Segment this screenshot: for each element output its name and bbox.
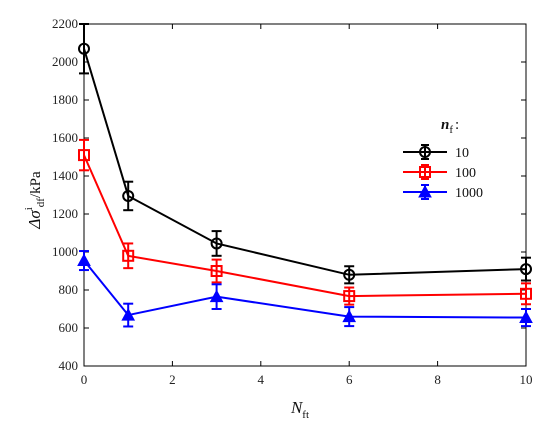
- y-tick-label: 400: [59, 358, 79, 373]
- legend-item-100: 100: [403, 164, 476, 181]
- data-point: [122, 249, 135, 262]
- y-axis-title-sub: df: [35, 198, 47, 208]
- series-1000: [77, 250, 533, 328]
- series-line-10: [83, 48, 527, 276]
- y-tick-label: 2200: [52, 16, 78, 31]
- data-point: [343, 290, 356, 303]
- y-axis-title-unit: /kPa: [28, 171, 44, 198]
- legend-title-suffix: :: [455, 117, 459, 133]
- x-axis-title-sub: ft: [302, 409, 309, 421]
- x-axis-title-main: N: [290, 398, 304, 417]
- x-tick-label: 2: [169, 372, 176, 387]
- data-point: [343, 268, 356, 281]
- legend-marker: [419, 146, 431, 158]
- data-point: [78, 42, 90, 55]
- x-axis-title: Nft: [290, 398, 309, 421]
- x-tick-label: 6: [346, 372, 353, 387]
- legend-title-main: n: [441, 117, 449, 133]
- data-point: [78, 149, 90, 162]
- legend-label: 1000: [455, 186, 483, 201]
- data-point: [342, 309, 357, 323]
- tick-labels: 0 2 4 6 8 10 400 600 800 1000 1200 1400 1600 1800 2000…: [52, 16, 533, 387]
- legend-label: 100: [455, 166, 476, 181]
- x-tick-label: 10: [520, 372, 533, 387]
- y-tick-label: 800: [59, 282, 79, 297]
- y-axis-title-main: Δσ: [25, 210, 44, 230]
- data-point: [209, 289, 224, 303]
- y-tick-label: 1600: [52, 130, 78, 145]
- x-tick-label: 4: [258, 372, 265, 387]
- x-tick-label: 0: [81, 372, 88, 387]
- y-tick-label: 600: [59, 320, 79, 335]
- data-point: [77, 253, 91, 267]
- data-point: [520, 263, 532, 276]
- y-tick-label: 1200: [52, 206, 78, 221]
- data-point: [520, 287, 532, 300]
- series-line-1000: [83, 259, 527, 319]
- axes: [83, 23, 527, 367]
- series-10: [78, 23, 532, 285]
- y-axis-title: Δσidf/kPa: [23, 171, 47, 230]
- legend-marker: [419, 166, 431, 178]
- y-tick-label: 1000: [52, 244, 78, 259]
- y-axis-title-sup: i: [23, 207, 35, 210]
- data-point: [121, 308, 136, 321]
- y-tick-label: 1800: [52, 92, 78, 107]
- data-point: [122, 189, 135, 202]
- x-tick-label: 8: [434, 372, 441, 387]
- plot-series: [77, 23, 533, 328]
- legend-marker: [418, 184, 432, 198]
- legend-item-1000: 1000: [403, 184, 483, 201]
- y-tick-label: 2000: [52, 54, 78, 69]
- data-point: [210, 237, 223, 250]
- data-point: [210, 265, 223, 277]
- plot-frame: [83, 23, 527, 367]
- legend-label: 10: [455, 146, 469, 161]
- data-point: [519, 310, 533, 324]
- legend-title-sub: f: [449, 124, 453, 136]
- legend-item-10: 10: [403, 144, 469, 161]
- legend-title: nf:: [441, 117, 459, 136]
- series-100: [78, 138, 532, 306]
- y-tick-label: 1400: [52, 168, 78, 183]
- legend: 10 100 1000: [403, 144, 483, 201]
